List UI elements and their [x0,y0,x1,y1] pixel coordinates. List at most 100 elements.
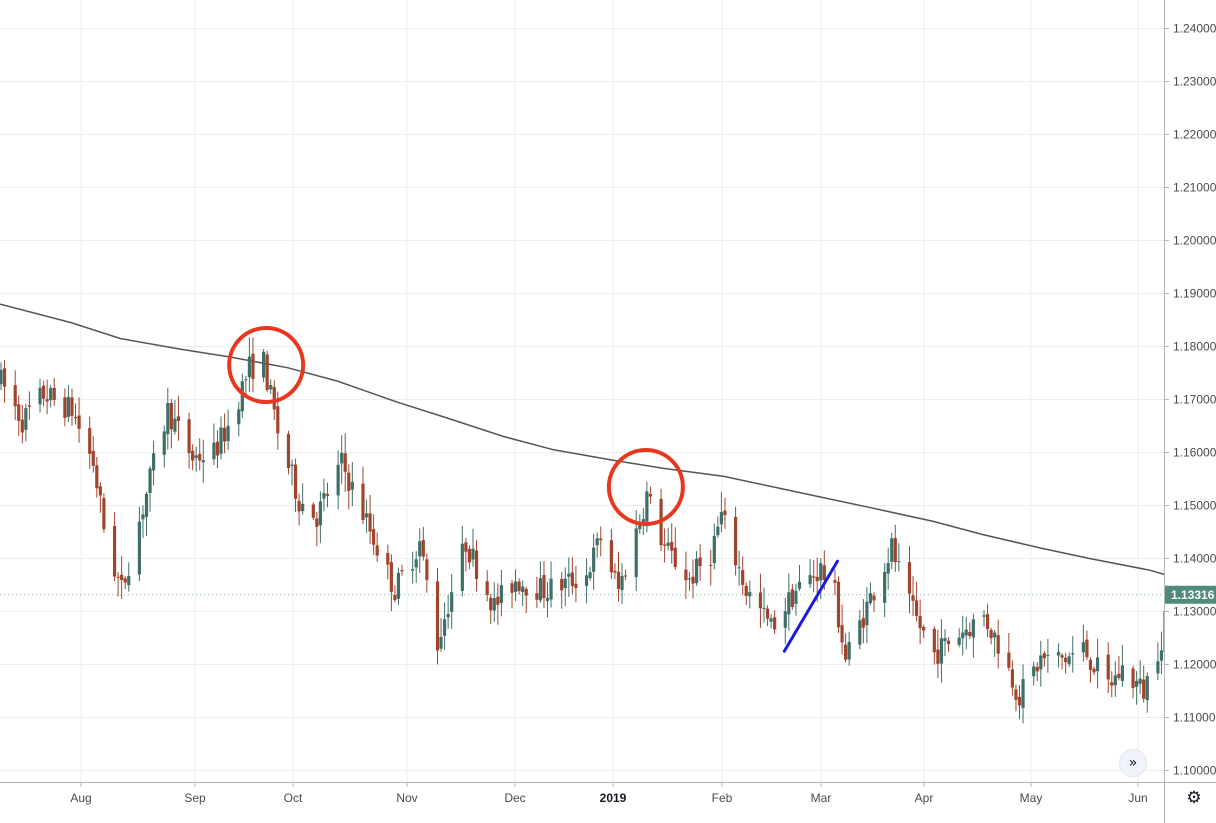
candle-up [719,491,724,533]
candle-body [460,543,464,591]
candles-layer [0,337,1167,724]
candle-body [666,542,670,546]
candle-down [496,583,500,625]
candle-up [943,629,947,657]
candle-up [244,375,248,397]
candle-up [1138,660,1142,695]
candle-up [350,461,354,507]
candle-body [1032,666,1036,677]
candle-up [957,628,961,648]
candle-body [290,464,294,467]
candle-body [939,638,944,664]
candle-body [1113,675,1117,686]
candle-up [982,610,986,627]
candle-body [616,571,621,589]
candle-down [52,377,56,406]
candle-body [1056,652,1061,656]
candle-down [474,539,479,592]
candle-body [1007,652,1011,668]
candle-body [492,598,496,611]
trend-line-annotation [782,559,840,653]
candle-up [592,533,596,590]
candle-body [844,644,848,660]
candle-body [936,649,940,664]
candle-body [886,562,890,574]
x-tick-label: Feb [712,791,733,805]
candle-body [1085,639,1089,658]
y-tick-label: 1.16000 [1173,446,1216,460]
candle-down [623,569,628,581]
candle-body [716,526,720,536]
candle-down [421,526,425,561]
candle-down [836,576,841,633]
candle-body [496,596,500,605]
candle-body [194,455,198,459]
candle-body [613,570,617,573]
candle-body [222,427,227,442]
candle-down [98,482,102,513]
candle-body [893,537,897,563]
candle-up [567,557,571,597]
candle-down [1117,655,1121,681]
candle-body [1035,666,1039,672]
candle-up [748,580,752,609]
candle-body [144,493,149,517]
candle-body [1014,689,1018,700]
candle-body [421,540,425,557]
candle-up [442,602,447,651]
candle-body [393,595,397,601]
candle-body [137,521,142,575]
candle-down [985,603,990,638]
candle-body [723,510,727,516]
chart-settings-button[interactable]: ⚙ [1183,787,1205,809]
candle-body [964,629,968,636]
candle-down [45,379,49,415]
candle-body [1138,678,1142,684]
candle-body [372,529,376,545]
candle-down [315,511,319,547]
candle-body [574,583,578,588]
candle-down [169,398,173,449]
candle-body [301,503,305,512]
candle-up [38,378,42,413]
candle-down [844,633,848,663]
candle-body [489,597,493,611]
candle-body [198,453,202,461]
candle-body [709,564,713,566]
candle-up [890,532,894,570]
candle-up [194,446,198,472]
candle-body [783,611,787,628]
candle-up [1135,671,1139,705]
candle-down [372,514,376,555]
candle-up [418,528,422,573]
candle-body [961,632,965,639]
candle-body [741,569,745,585]
candle-body [343,453,347,472]
candle-up [588,566,592,581]
annotations-layer [227,326,840,653]
candle-body [212,442,216,460]
candle-body [88,428,92,454]
candle-body [812,576,816,578]
candle-up [769,614,773,629]
candle-body [989,629,993,639]
candle-up [883,563,887,618]
candle-body [162,431,166,455]
candle-up [545,581,550,618]
candle-body [890,538,894,562]
candle-down [400,564,404,576]
candle-down [77,397,81,443]
candle-body [1135,680,1139,687]
candle-body [265,354,269,391]
candle-body [542,575,546,599]
candle-up [716,516,720,538]
candle-body [996,635,1000,654]
candle-up [1145,672,1149,713]
candle-body [1092,668,1096,673]
scroll-to-realtime-button[interactable]: » [1119,749,1147,777]
candle-body [737,567,741,569]
candle-body [1067,656,1071,665]
candle-body [77,415,81,429]
